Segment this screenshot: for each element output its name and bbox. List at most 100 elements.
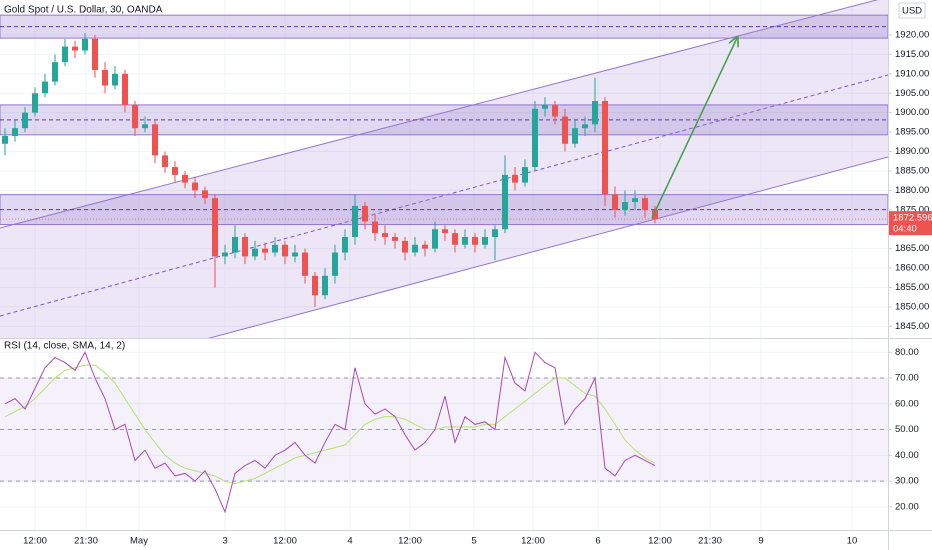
rsi-layer — [0, 351, 888, 514]
candle-body — [652, 209, 658, 220]
candle-body — [212, 198, 218, 257]
candle-body — [42, 81, 48, 94]
x-tick-label: 21:30 — [698, 536, 722, 547]
candle-body — [352, 205, 358, 237]
candle-body — [112, 73, 118, 86]
x-tick-label: 9 — [758, 536, 763, 547]
candle-body — [592, 101, 598, 125]
y-tick-label: 1915.00 — [895, 49, 929, 60]
candle-body — [462, 236, 468, 245]
y-tick-label: 1845.00 — [895, 321, 929, 332]
candle-body — [72, 46, 78, 51]
candle-body — [222, 252, 228, 257]
zone-layer — [0, 14, 889, 226]
rsi-title: RSI (14, close, SMA, 14, 2) — [4, 341, 125, 352]
candle-body — [412, 244, 418, 253]
x-tick-label: 12:00 — [273, 536, 297, 547]
y-tick-label: 1855.00 — [895, 282, 929, 293]
countdown: 04:40 — [893, 224, 917, 235]
candle-body — [422, 244, 428, 249]
candle-body — [192, 182, 198, 191]
rsi-line — [4, 351, 656, 514]
candle-body — [22, 112, 28, 129]
candle-body — [332, 252, 338, 276]
candle-body — [512, 174, 518, 183]
x-tick-label: 21:30 — [74, 536, 98, 547]
candle-body — [142, 124, 148, 129]
candle-body — [502, 174, 508, 230]
y-tick-label: 50.00 — [895, 424, 919, 435]
candle-body — [312, 275, 318, 296]
y-tick-label: 80.00 — [895, 347, 919, 358]
currency-box — [898, 2, 926, 19]
x-tick-label: 12:00 — [521, 536, 545, 547]
axis-layer: 12:00 21:30 May 3 12:00 4 12:00 5 12:00 6 12:00 21:… — [23, 29, 932, 547]
candle-body — [612, 194, 618, 210]
candle-body — [532, 108, 538, 168]
candle-body — [62, 46, 68, 63]
y-tick-label: 40.00 — [895, 450, 919, 461]
candle-body — [82, 38, 88, 51]
candle-body — [122, 73, 128, 105]
candle-body — [242, 236, 248, 257]
x-tick-label: 4 — [347, 536, 352, 547]
candle-body — [452, 233, 458, 245]
rsi-line — [4, 364, 656, 485]
candle-body — [362, 205, 368, 222]
candle-body — [292, 252, 298, 257]
candle-body — [252, 248, 258, 257]
candle-body — [392, 236, 398, 241]
candle-body — [542, 104, 548, 109]
x-tick-label: 6 — [595, 536, 600, 547]
candle-body — [642, 198, 648, 210]
y-tick-label: 1900.00 — [895, 107, 929, 118]
last-price-label: 1872.596 — [893, 213, 932, 224]
currency: USD — [902, 6, 922, 17]
candle-body — [322, 275, 328, 296]
y-tick-label: 1865.00 — [895, 243, 929, 254]
candle-body — [472, 236, 478, 245]
candle-body — [442, 229, 448, 234]
candle-body — [152, 124, 158, 156]
candle-body — [182, 174, 188, 183]
candle-body — [342, 236, 348, 253]
y-tick-label: 1875.00 — [895, 204, 929, 215]
candle-body — [372, 221, 378, 234]
y-tick-label: 60.00 — [895, 398, 919, 409]
y-tick-label: 1895.00 — [895, 127, 929, 138]
x-tick-label: May — [130, 536, 148, 547]
y-tick-label: 1910.00 — [895, 68, 929, 79]
candle-body — [92, 38, 98, 70]
y-tick-label: 1905.00 — [895, 88, 929, 99]
candle-body — [622, 202, 628, 210]
candle-body — [582, 124, 588, 129]
candle-layer — [0, 33, 888, 307]
candle-body — [522, 167, 528, 183]
y-tick-label: 1920.00 — [895, 29, 929, 40]
candle-body — [632, 198, 638, 203]
projection-arrow — [651, 38, 737, 219]
y-tick-label: 20.00 — [895, 501, 919, 512]
y-tick-label: 1885.00 — [895, 165, 929, 176]
channel-upper — [0, 0, 879, 229]
x-tick-label: 3 — [222, 536, 227, 547]
candle-body — [432, 229, 438, 249]
x-tick-label: 12:00 — [648, 536, 672, 547]
candle-body — [572, 128, 578, 144]
x-tick-label: 10 — [847, 536, 858, 547]
candle-body — [262, 248, 268, 253]
candle-body — [32, 93, 38, 113]
candle-body — [52, 62, 58, 82]
candle-body — [162, 155, 168, 168]
candle-body — [492, 229, 498, 237]
candle-body — [272, 244, 278, 253]
x-tick-label: 5 — [471, 536, 476, 547]
candle-body — [402, 240, 408, 253]
y-tick-label: 70.00 — [895, 373, 919, 384]
channel-lower — [207, 156, 888, 338]
candle-body — [282, 244, 288, 257]
candle-body — [172, 167, 178, 175]
y-tick-label: 1860.00 — [895, 263, 929, 274]
candle-body — [482, 236, 488, 245]
